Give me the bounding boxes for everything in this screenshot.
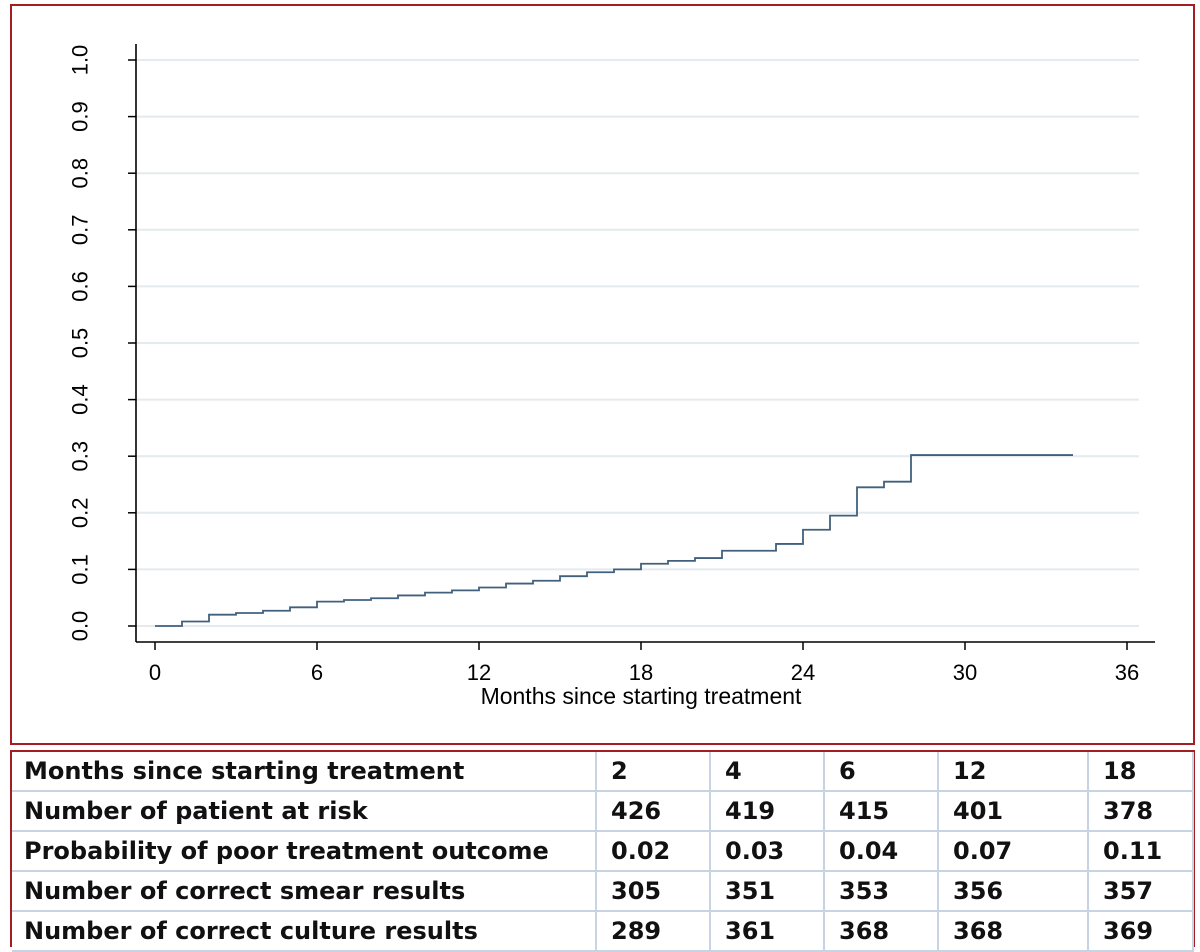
- y-tick-label: 0.8: [68, 158, 93, 189]
- table-cell: 0.11: [1088, 831, 1193, 871]
- table-cell: 357: [1088, 871, 1193, 911]
- table-cell: 6: [824, 752, 938, 791]
- table-cell: 0.07: [938, 831, 1088, 871]
- table-cell: 0.02: [596, 831, 710, 871]
- table-cell: 12: [938, 752, 1088, 791]
- x-tick-label: 6: [311, 660, 323, 685]
- y-tick-label: 0.2: [68, 498, 93, 529]
- table-cell: 401: [938, 791, 1088, 831]
- y-tick-label: 0.3: [68, 441, 93, 472]
- table-cell: 351: [710, 871, 824, 911]
- y-tick-label: 0.5: [68, 328, 93, 359]
- table-row: Number of correct smear results 305 351 353…: [12, 871, 1193, 911]
- table-cell: 426: [596, 791, 710, 831]
- y-tick-label: 0.6: [68, 271, 93, 302]
- y-tick-label: 0.9: [68, 101, 93, 132]
- km-chart: 0.0 0.1 0.2 0.3 0.4 0.5 0.6 0.7 0.8 0.9 1.0 0 6 12 18 2…: [12, 6, 1193, 743]
- table-cell: 0.03: [710, 831, 824, 871]
- table-row: Number of patient at risk 426 419 415 401 378: [12, 791, 1193, 831]
- row-label: Months since starting treatment: [12, 752, 596, 791]
- x-tick-label: 36: [1115, 660, 1139, 685]
- x-tick-label: 0: [149, 660, 161, 685]
- table-cell: 415: [824, 791, 938, 831]
- table-row: Probability of poor treatment outcome 0.0…: [12, 831, 1193, 871]
- table-cell: 4: [710, 752, 824, 791]
- y-tick-label: 1.0: [68, 45, 93, 76]
- row-label: Number of correct smear results: [12, 871, 596, 911]
- y-tick-label: 0.0: [68, 611, 93, 642]
- risk-table-panel: Months since starting treatment 2 4 6 12 18 Nu…: [10, 750, 1195, 947]
- risk-table: Months since starting treatment 2 4 6 12 18 Nu…: [12, 752, 1193, 952]
- table-cell: 2: [596, 752, 710, 791]
- table-cell: 0.04: [824, 831, 938, 871]
- table-cell: 18: [1088, 752, 1193, 791]
- table-row: Months since starting treatment 2 4 6 12 18: [12, 752, 1193, 791]
- table-cell: 353: [824, 871, 938, 911]
- table-cell: 369: [1088, 911, 1193, 951]
- y-tick-label: 0.7: [68, 215, 93, 246]
- chart-panel: 0.0 0.1 0.2 0.3 0.4 0.5 0.6 0.7 0.8 0.9 1.0 0 6 12 18 2…: [10, 4, 1195, 745]
- x-tick-label: 12: [467, 660, 491, 685]
- table-row: Number of correct culture results 289 361 3…: [12, 911, 1193, 951]
- table-cell: 361: [710, 911, 824, 951]
- table-cell: 368: [938, 911, 1088, 951]
- table-cell: 289: [596, 911, 710, 951]
- table-cell: 356: [938, 871, 1088, 911]
- y-tick-label: 0.1: [68, 554, 93, 585]
- x-axis-title: Months since starting treatment: [481, 683, 802, 709]
- table-cell: 368: [824, 911, 938, 951]
- row-label: Number of correct culture results: [12, 911, 596, 951]
- y-tick-label: 0.4: [68, 384, 93, 415]
- table-cell: 419: [710, 791, 824, 831]
- km-step-line: [155, 455, 1073, 626]
- row-label: Number of patient at risk: [12, 791, 596, 831]
- row-label: Probability of poor treatment outcome: [12, 831, 596, 871]
- table-cell: 305: [596, 871, 710, 911]
- table-cell: 378: [1088, 791, 1193, 831]
- x-tick-label: 30: [953, 660, 977, 685]
- x-tick-label: 18: [629, 660, 653, 685]
- x-tick-label: 24: [791, 660, 815, 685]
